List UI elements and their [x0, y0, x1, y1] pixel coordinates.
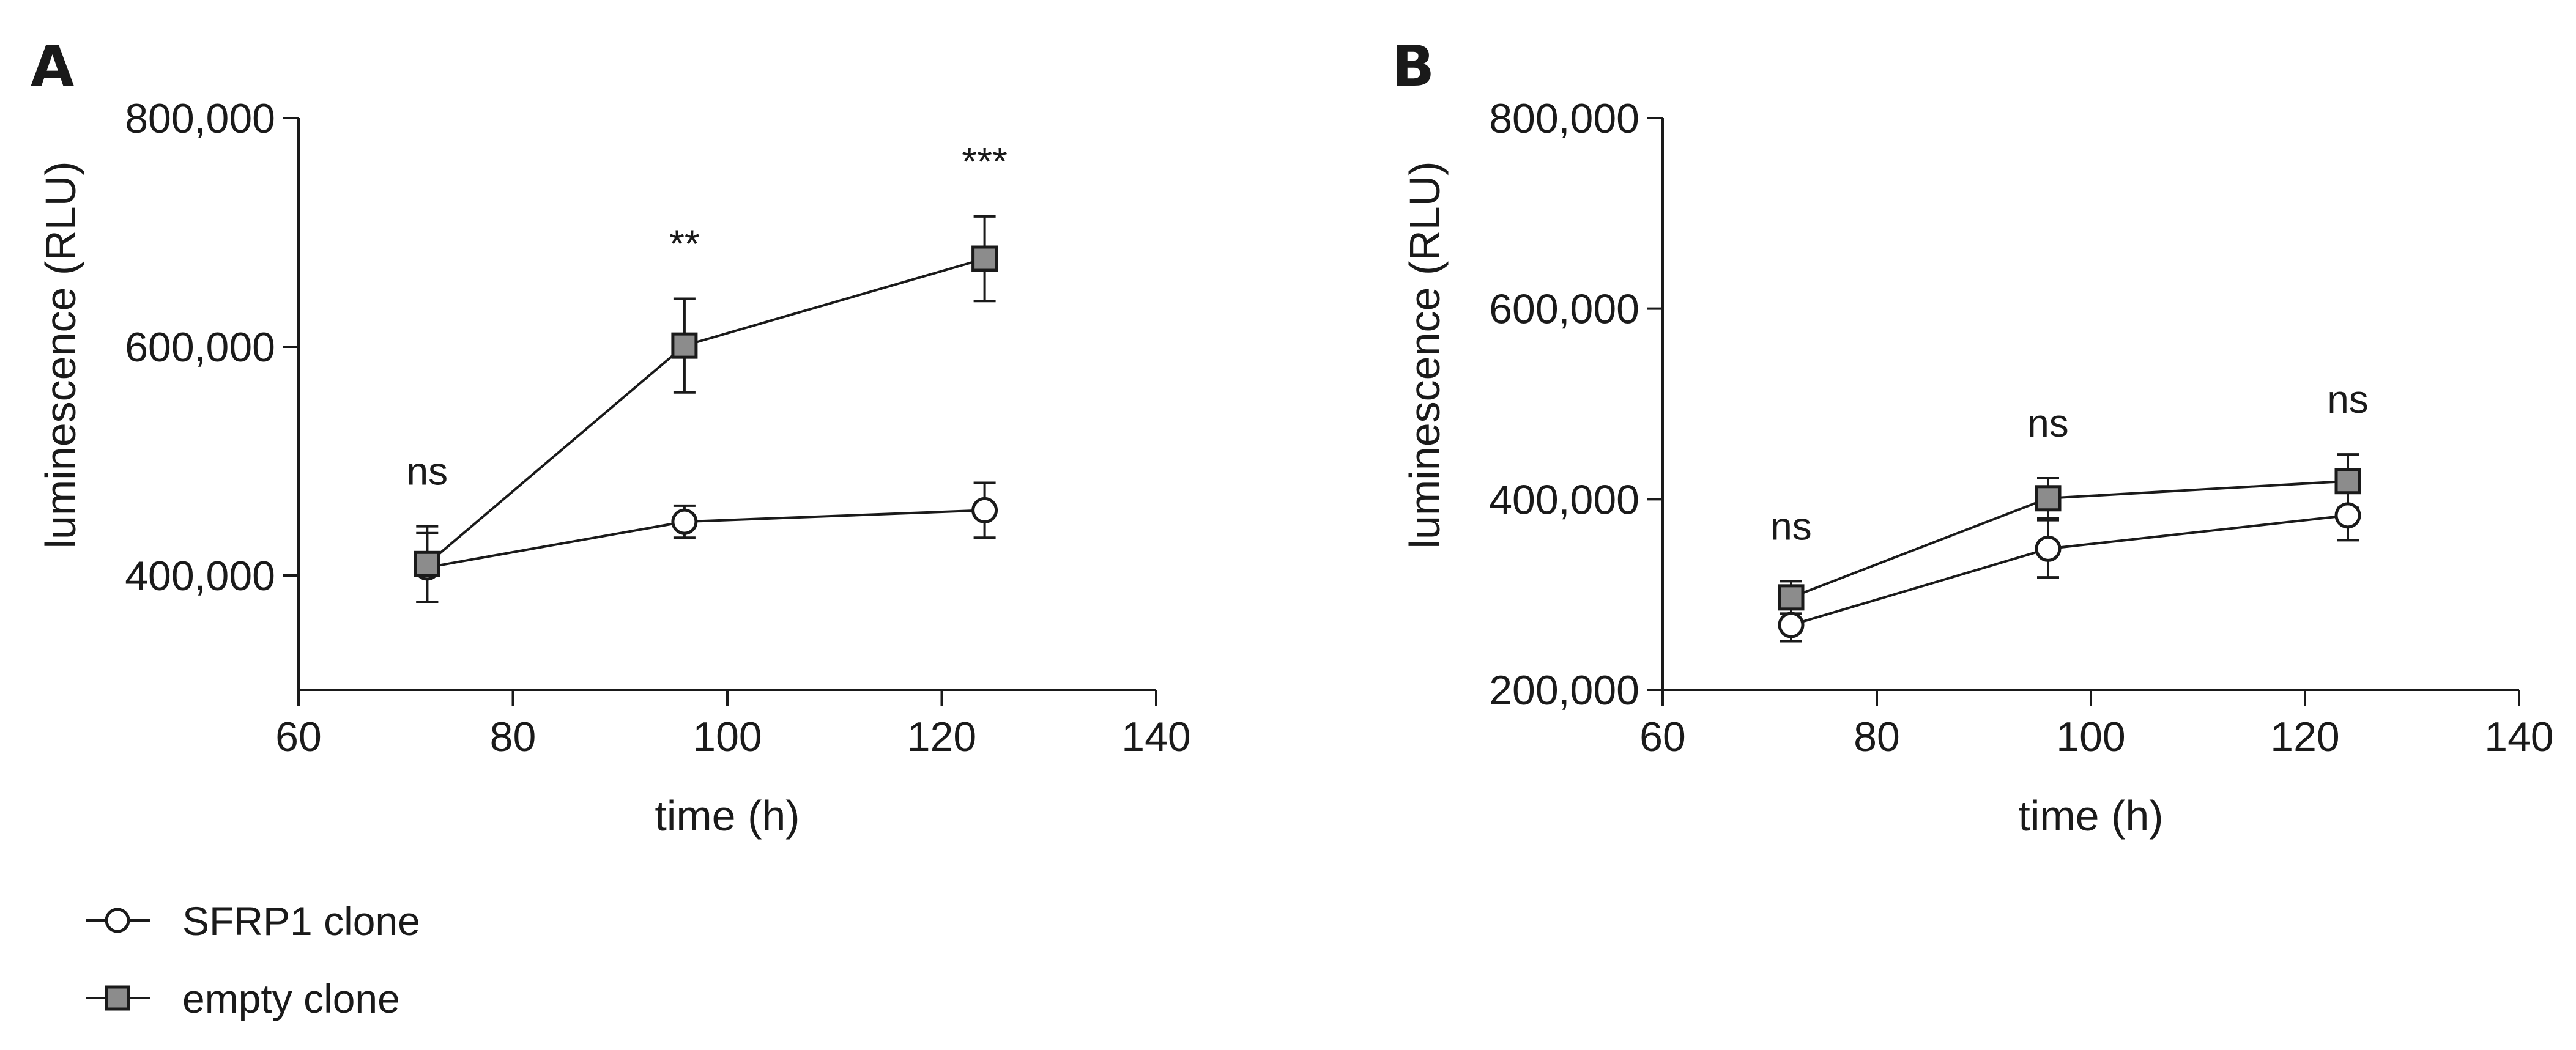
panel-b-x-tick-label: 100 — [2056, 714, 2125, 760]
panel-b-x-tick-label: 80 — [1854, 714, 1900, 760]
panel-b-series-line-sfrp1 — [1791, 514, 2348, 626]
panel-a-point-sfrp1 — [671, 508, 698, 535]
panel-b-y-tick-label: 800,000 — [1489, 95, 1639, 142]
panel-a-x-tick-label: 80 — [490, 714, 536, 760]
panel-a-x-axis-title: time (h) — [655, 792, 800, 840]
panel-a-point-empty — [971, 245, 998, 272]
panel-a-point-empty — [671, 332, 698, 359]
legend-item-sfrp1: SFRP1 clone — [86, 898, 420, 944]
panel-b-point-empty — [1778, 584, 1805, 611]
panel-b-y-tick-label: 400,000 — [1489, 476, 1639, 523]
panel-b-y-tick-label: 600,000 — [1489, 286, 1639, 333]
panel-label-a: A — [31, 34, 74, 99]
panel-b-x-axis-title: time (h) — [2018, 792, 2163, 840]
panel-b-significance-label: ns — [2327, 377, 2369, 421]
panel-a-y-tick-label: 600,000 — [125, 324, 275, 371]
panel-a-point-sfrp1 — [971, 497, 998, 523]
panel-b-point-sfrp1 — [2035, 535, 2062, 562]
panel-a-point-empty — [414, 550, 440, 577]
panel-a-x-tick-label: 120 — [907, 714, 976, 760]
panel-b-significance-label: ns — [2027, 401, 2069, 445]
panel-a-x-tick-label: 100 — [692, 714, 762, 760]
panel-b: B 60 80 100 120 140 200,000 400,000 600,000 800,… — [1392, 34, 2554, 840]
legend-circle-marker — [105, 908, 130, 933]
panel-a-x-tick-label: 60 — [275, 714, 322, 760]
panel-a-series-line-empty — [426, 257, 985, 565]
panel-b-series-line-empty — [1791, 479, 2348, 599]
panel-b-x-tick-label: 140 — [2484, 714, 2553, 760]
panel-b-point-empty — [2334, 468, 2361, 495]
panel-b-x-tick-label: 120 — [2270, 714, 2339, 760]
legend-item-empty: empty clone — [86, 976, 400, 1021]
panel-a-significance-label: *** — [962, 139, 1008, 183]
panel-a: A 60 80 100 120 140 400,000 600,000 800,000 time… — [31, 34, 1191, 840]
panel-label-b: B — [1392, 34, 1435, 99]
panel-a-significance-label: ** — [669, 221, 700, 265]
panel-b-y-tick-label: 200,000 — [1489, 667, 1639, 714]
legend-label-empty: empty clone — [182, 976, 400, 1021]
panel-a-y-tick-label: 400,000 — [125, 553, 275, 599]
panel-a-y-tick-label: 800,000 — [125, 95, 275, 142]
panel-a-x-tick-label: 140 — [1121, 714, 1190, 760]
panel-b-x-tick-label: 60 — [1639, 714, 1686, 760]
panel-a-y-axis-title: luminescence (RLU) — [37, 161, 84, 549]
legend-label-sfrp1: SFRP1 clone — [182, 898, 420, 944]
panel-a-significance-label: ns — [407, 449, 448, 494]
panel-b-point-sfrp1 — [2334, 502, 2361, 529]
panel-b-point-sfrp1 — [1778, 612, 1805, 638]
panel-a-series-line-sfrp1 — [426, 509, 985, 569]
legend: SFRP1 clone empty clone — [86, 898, 420, 1021]
panel-b-significance-label: ns — [1770, 504, 1812, 548]
panel-b-point-empty — [2035, 485, 2062, 512]
panel-b-y-axis-title: luminescence (RLU) — [1401, 161, 1449, 549]
legend-square-marker — [105, 985, 130, 1011]
